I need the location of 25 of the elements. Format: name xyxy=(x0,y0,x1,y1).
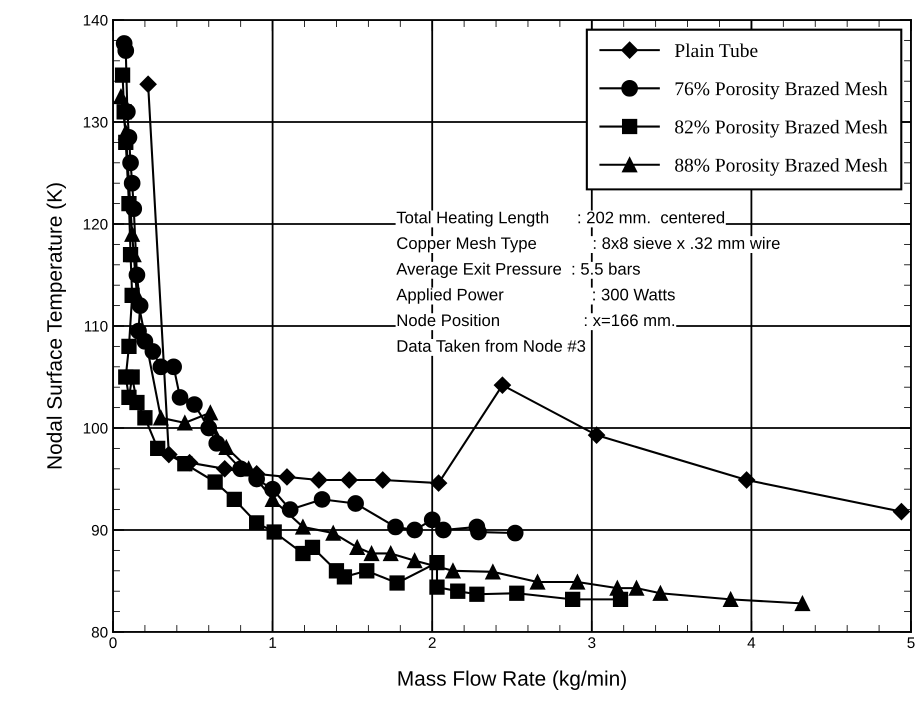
x-tick-label: 2 xyxy=(428,637,436,648)
y-tick-label: 100 xyxy=(84,422,108,434)
y-tick-label: 120 xyxy=(84,218,108,230)
y-tick-label: 140 xyxy=(84,14,108,26)
x-tick-label: 5 xyxy=(907,637,915,648)
y-tick-label: 110 xyxy=(84,320,108,332)
annotation: Applied Power : 300 Watts xyxy=(396,288,675,304)
y-tick-label: 130 xyxy=(84,116,108,128)
legend-label: 88% Porosity Brazed Mesh xyxy=(675,158,888,176)
y-tick-label: 80 xyxy=(92,626,108,638)
annotation: Average Exit Pressure : 5.5 bars xyxy=(396,262,640,278)
x-tick-label: 1 xyxy=(270,637,276,648)
x-axis-title: Mass Flow Rate (kg/min) xyxy=(398,670,626,690)
annotation: Node Position : x=166 mm. xyxy=(398,314,674,326)
legend-label: 76% Porosity Brazed Mesh xyxy=(676,82,888,100)
legend-label: Plain Tube xyxy=(674,43,758,58)
y-tick-label: 90 xyxy=(92,524,108,536)
legend-label: 82% Porosity Brazed Mesh xyxy=(675,120,888,138)
x-tick-label: 0 xyxy=(109,637,117,648)
annotation: Data Taken from Node #3 xyxy=(398,340,586,352)
y-axis-title: Nodal Surface Temperature (K) xyxy=(46,183,66,468)
x-tick-label: 3 xyxy=(588,637,596,648)
annotation: Total Heating Length : 202 mm. centered xyxy=(396,211,724,227)
x-tick-label: 4 xyxy=(748,637,756,648)
annotation: Copper Mesh Type : 8x8 sieve x .32 mm wire xyxy=(397,236,780,252)
